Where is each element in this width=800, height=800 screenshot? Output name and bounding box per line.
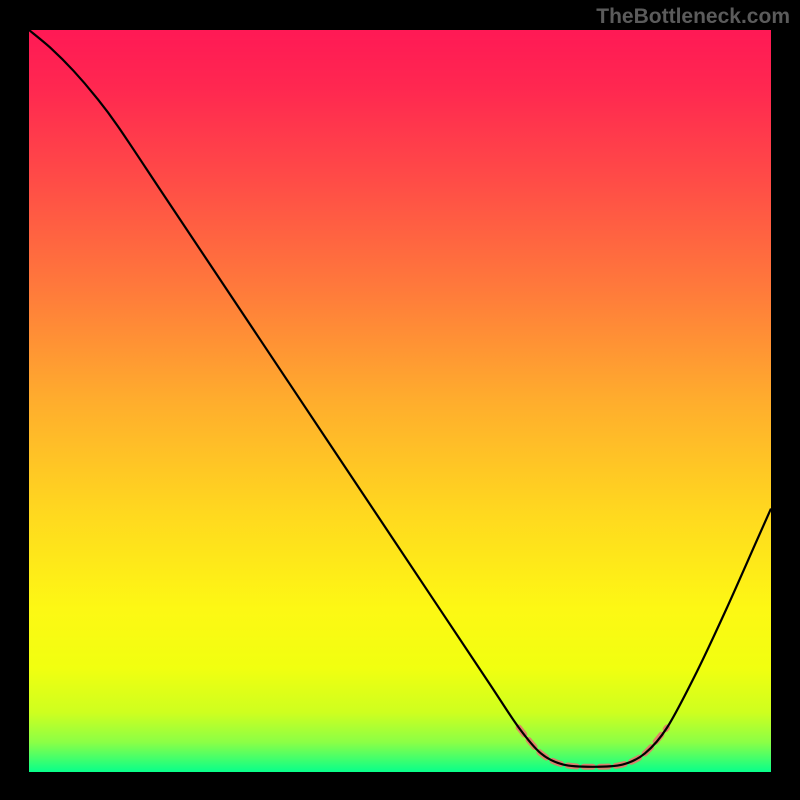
chart-plot-area: [29, 30, 771, 772]
chart-curve-layer: [29, 30, 771, 772]
bottleneck-curve: [29, 30, 771, 767]
highlight-band: [519, 727, 667, 766]
watermark-text: TheBottleneck.com: [596, 5, 790, 29]
